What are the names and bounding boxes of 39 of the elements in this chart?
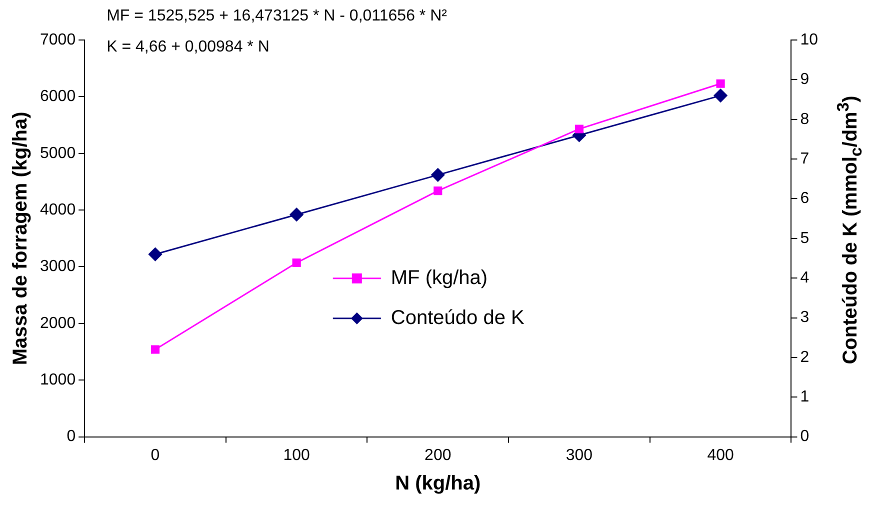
- y2-tick-label: 10: [800, 31, 818, 48]
- y-tick-label: 2000: [40, 314, 76, 332]
- x-tick-label: 200: [424, 446, 452, 464]
- text: MF = 1525,525 + 16,473125 * N - 0,011656 * N²: [106, 7, 448, 24]
- y-tick-label: 5000: [40, 144, 76, 162]
- point: [716, 79, 725, 88]
- y-tick-label: 0: [66, 428, 76, 446]
- y2-tick-label: 2: [800, 348, 810, 366]
- point: [292, 258, 301, 268]
- y-tick-label: 7000: [40, 31, 76, 48]
- y2-tick-label: 5: [800, 230, 810, 247]
- x-tick-label: 0: [150, 446, 160, 464]
- x-tick-label: 300: [566, 446, 593, 464]
- y-tick-label: 1000: [40, 372, 76, 389]
- y-axis-title: Massa de forragem (kg/ha): [10, 112, 32, 366]
- point: [148, 248, 162, 262]
- y2-tick-label: 8: [800, 110, 810, 128]
- x-axis-title: N (kg/ha): [395, 472, 481, 495]
- point: [150, 345, 160, 354]
- point: [431, 168, 445, 182]
- x-tick-label: 400: [707, 446, 734, 464]
- legend-label: MF (kg/ha): [390, 266, 488, 289]
- annotation: K = 4,66 + 0,00984 * N: [106, 38, 270, 56]
- legend-label: Conteúdo de K: [390, 306, 525, 329]
- y-tick-label: 3000: [40, 258, 76, 276]
- y2-tick-label: 4: [800, 269, 810, 286]
- point: [574, 124, 584, 134]
- point: [290, 208, 304, 222]
- y2-tick-label: 1: [800, 388, 810, 406]
- y-tick-label: 6000: [40, 88, 76, 106]
- point: [714, 88, 728, 102]
- x-tick-label: 100: [283, 446, 310, 464]
- y2-tick-label: 0: [800, 428, 810, 446]
- y2-tick-label: 6: [800, 190, 810, 208]
- y2-tick-label: 7: [800, 150, 810, 168]
- point: [434, 186, 442, 196]
- y2-tick-label: 3: [800, 309, 810, 326]
- y2-tick-label: 9: [800, 71, 810, 88]
- y-tick-label: 4000: [40, 201, 76, 218]
